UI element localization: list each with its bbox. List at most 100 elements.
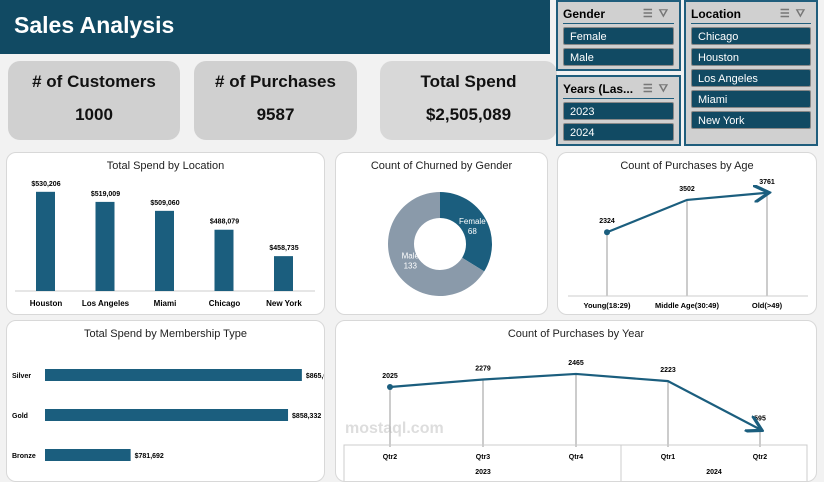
- bar: [45, 409, 289, 421]
- data-label: $519,009: [91, 191, 120, 198]
- chart-churn-by-gender: Count of Churned by Gender Female 68 Male 13…: [335, 152, 548, 315]
- tick-label: Bronze: [12, 453, 36, 460]
- tick-label: Silver: [12, 373, 31, 380]
- data-label: 2025: [382, 373, 398, 380]
- watermark: mostaql.com: [345, 420, 444, 437]
- location-slicer: Location ☰⛛ Chicago Houston Los Angeles M…: [684, 0, 818, 146]
- tick-label: Qtr2: [383, 454, 398, 461]
- start-marker: [604, 229, 610, 236]
- slicer-title: Location: [691, 6, 741, 21]
- data-label: 3761: [759, 179, 775, 186]
- chart-svg: 2025 2279 2465 2223 595 Qtr2 Qtr3 Qtr4 Qtr1 Qtr2 2…: [343, 360, 808, 481]
- multi-select-icon[interactable]: ☰: [642, 82, 659, 95]
- bar: [45, 449, 131, 461]
- gender-slicer: Gender ☰⛛ Female Male: [556, 0, 681, 71]
- axis-box: [343, 444, 808, 481]
- slicer-title: Years (Las...: [563, 81, 634, 96]
- slicer-item-2024[interactable]: 2024: [563, 123, 674, 141]
- slicer-item-2023[interactable]: 2023: [563, 102, 674, 120]
- data-label: $530,206: [31, 181, 60, 188]
- data-label: $781,692: [135, 453, 164, 460]
- kpi-customers: # of Customers 1000: [8, 61, 180, 140]
- chart-svg: 2324 3502 3761 Young(18:29) Middle Age(30:49…: [568, 179, 808, 310]
- group-label: 2023: [475, 469, 491, 476]
- tick-label: Qtr2: [753, 454, 768, 461]
- kpi-label: # of Customers: [32, 72, 156, 91]
- tick-label: Old(>49): [752, 301, 783, 310]
- data-label: 2279: [475, 365, 491, 372]
- tick-label: Chicago: [209, 299, 241, 308]
- series-line: [606, 193, 767, 234]
- data-label: $488,079: [210, 219, 239, 226]
- slicer-item-new-york[interactable]: New York: [691, 111, 811, 129]
- bar: [36, 191, 55, 291]
- slicer-title: Gender: [563, 6, 606, 21]
- slicer-item-miami[interactable]: Miami: [691, 90, 811, 108]
- tick-label: Qtr1: [661, 454, 676, 461]
- kpi-value: $2,505,089: [425, 105, 512, 124]
- data-label: 2465: [568, 360, 584, 367]
- multi-select-icon[interactable]: ☰: [779, 7, 796, 20]
- data-label: $509,060: [150, 200, 179, 207]
- slicer-item-male[interactable]: Male: [563, 48, 674, 66]
- bar: [95, 201, 115, 291]
- chart-spend-by-membership: Total Spend by Membership Type $865,065 Si…: [6, 320, 325, 482]
- slice-label: Female: [459, 217, 486, 226]
- kpi-label: # of Purchases: [215, 72, 336, 91]
- chart-title: Count of Purchases by Year: [507, 328, 645, 340]
- tick-label: Qtr4: [569, 454, 584, 461]
- slicer-item-female[interactable]: Female: [563, 27, 674, 45]
- slicer-item-chicago[interactable]: Chicago: [691, 27, 811, 45]
- chart-svg: $865,065 Silver $858,332 Gold $781,692 Bronze: [12, 369, 324, 461]
- bar: [274, 256, 293, 291]
- kpi-purchases: # of Purchases 9587: [194, 61, 357, 140]
- page-title: Sales Analysis: [0, 0, 550, 54]
- slice-value: 133: [404, 262, 418, 271]
- years-slicer: Years (Las... ☰⛛ 2023 2024: [556, 75, 681, 146]
- data-label: 2324: [599, 218, 615, 225]
- tick-label: Middle Age(30:49): [655, 301, 719, 310]
- chart-title: Count of Purchases by Age: [620, 160, 754, 172]
- slice-label: Male: [402, 252, 420, 261]
- data-label: $458,735: [269, 245, 298, 252]
- bar: [214, 229, 234, 291]
- clear-filter-icon[interactable]: ⛛: [658, 82, 674, 95]
- data-label: 2223: [660, 367, 676, 374]
- chart-svg: $530,206 Houston $519,009 Los Angeles $509,0…: [15, 181, 315, 308]
- data-label: 3502: [679, 186, 695, 193]
- kpi-total-spend: Total Spend $2,505,089: [380, 61, 557, 140]
- clear-filter-icon[interactable]: ⛛: [795, 7, 811, 20]
- tick-label: Young(18:29): [584, 301, 631, 310]
- data-label: 595: [754, 415, 766, 422]
- clear-filter-icon[interactable]: ⛛: [658, 7, 674, 20]
- chart-title: Total Spend by Membership Type: [83, 328, 248, 340]
- donut-slice: [440, 192, 492, 272]
- tick-label: Miami: [154, 299, 177, 308]
- kpi-value: 1000: [75, 105, 113, 124]
- tick-label: Qtr3: [476, 454, 491, 461]
- series-line: [389, 372, 760, 429]
- chart-purchases-by-year: Count of Purchases by Year 2025 2279 2465 22…: [335, 320, 817, 482]
- tick-label: New York: [266, 299, 302, 308]
- slicer-item-los-angeles[interactable]: Los Angeles: [691, 69, 811, 87]
- chart-title: Total Spend by Location: [106, 160, 225, 172]
- group-label: 2024: [706, 469, 722, 476]
- bar: [45, 369, 302, 381]
- data-label: $858,332: [292, 413, 321, 420]
- chart-purchases-by-age: Count of Purchases by Age 2324 3502 3761 You…: [557, 152, 817, 315]
- slicer-item-houston[interactable]: Houston: [691, 48, 811, 66]
- tick-label: Los Angeles: [82, 299, 130, 308]
- donut-slice: [388, 192, 485, 296]
- tick-label: Gold: [12, 413, 28, 420]
- chart-spend-by-location: Total Spend by Location $530,206 Houston $5…: [6, 152, 325, 315]
- data-label: $865,065: [306, 373, 324, 380]
- tick-label: Houston: [30, 299, 63, 308]
- bar: [155, 210, 174, 291]
- chart-title: Count of Churned by Gender: [370, 160, 513, 172]
- kpi-label: Total Spend: [420, 72, 517, 91]
- slice-value: 68: [468, 227, 477, 236]
- multi-select-icon[interactable]: ☰: [642, 7, 659, 20]
- kpi-value: 9587: [256, 105, 295, 124]
- start-marker: [387, 384, 393, 390]
